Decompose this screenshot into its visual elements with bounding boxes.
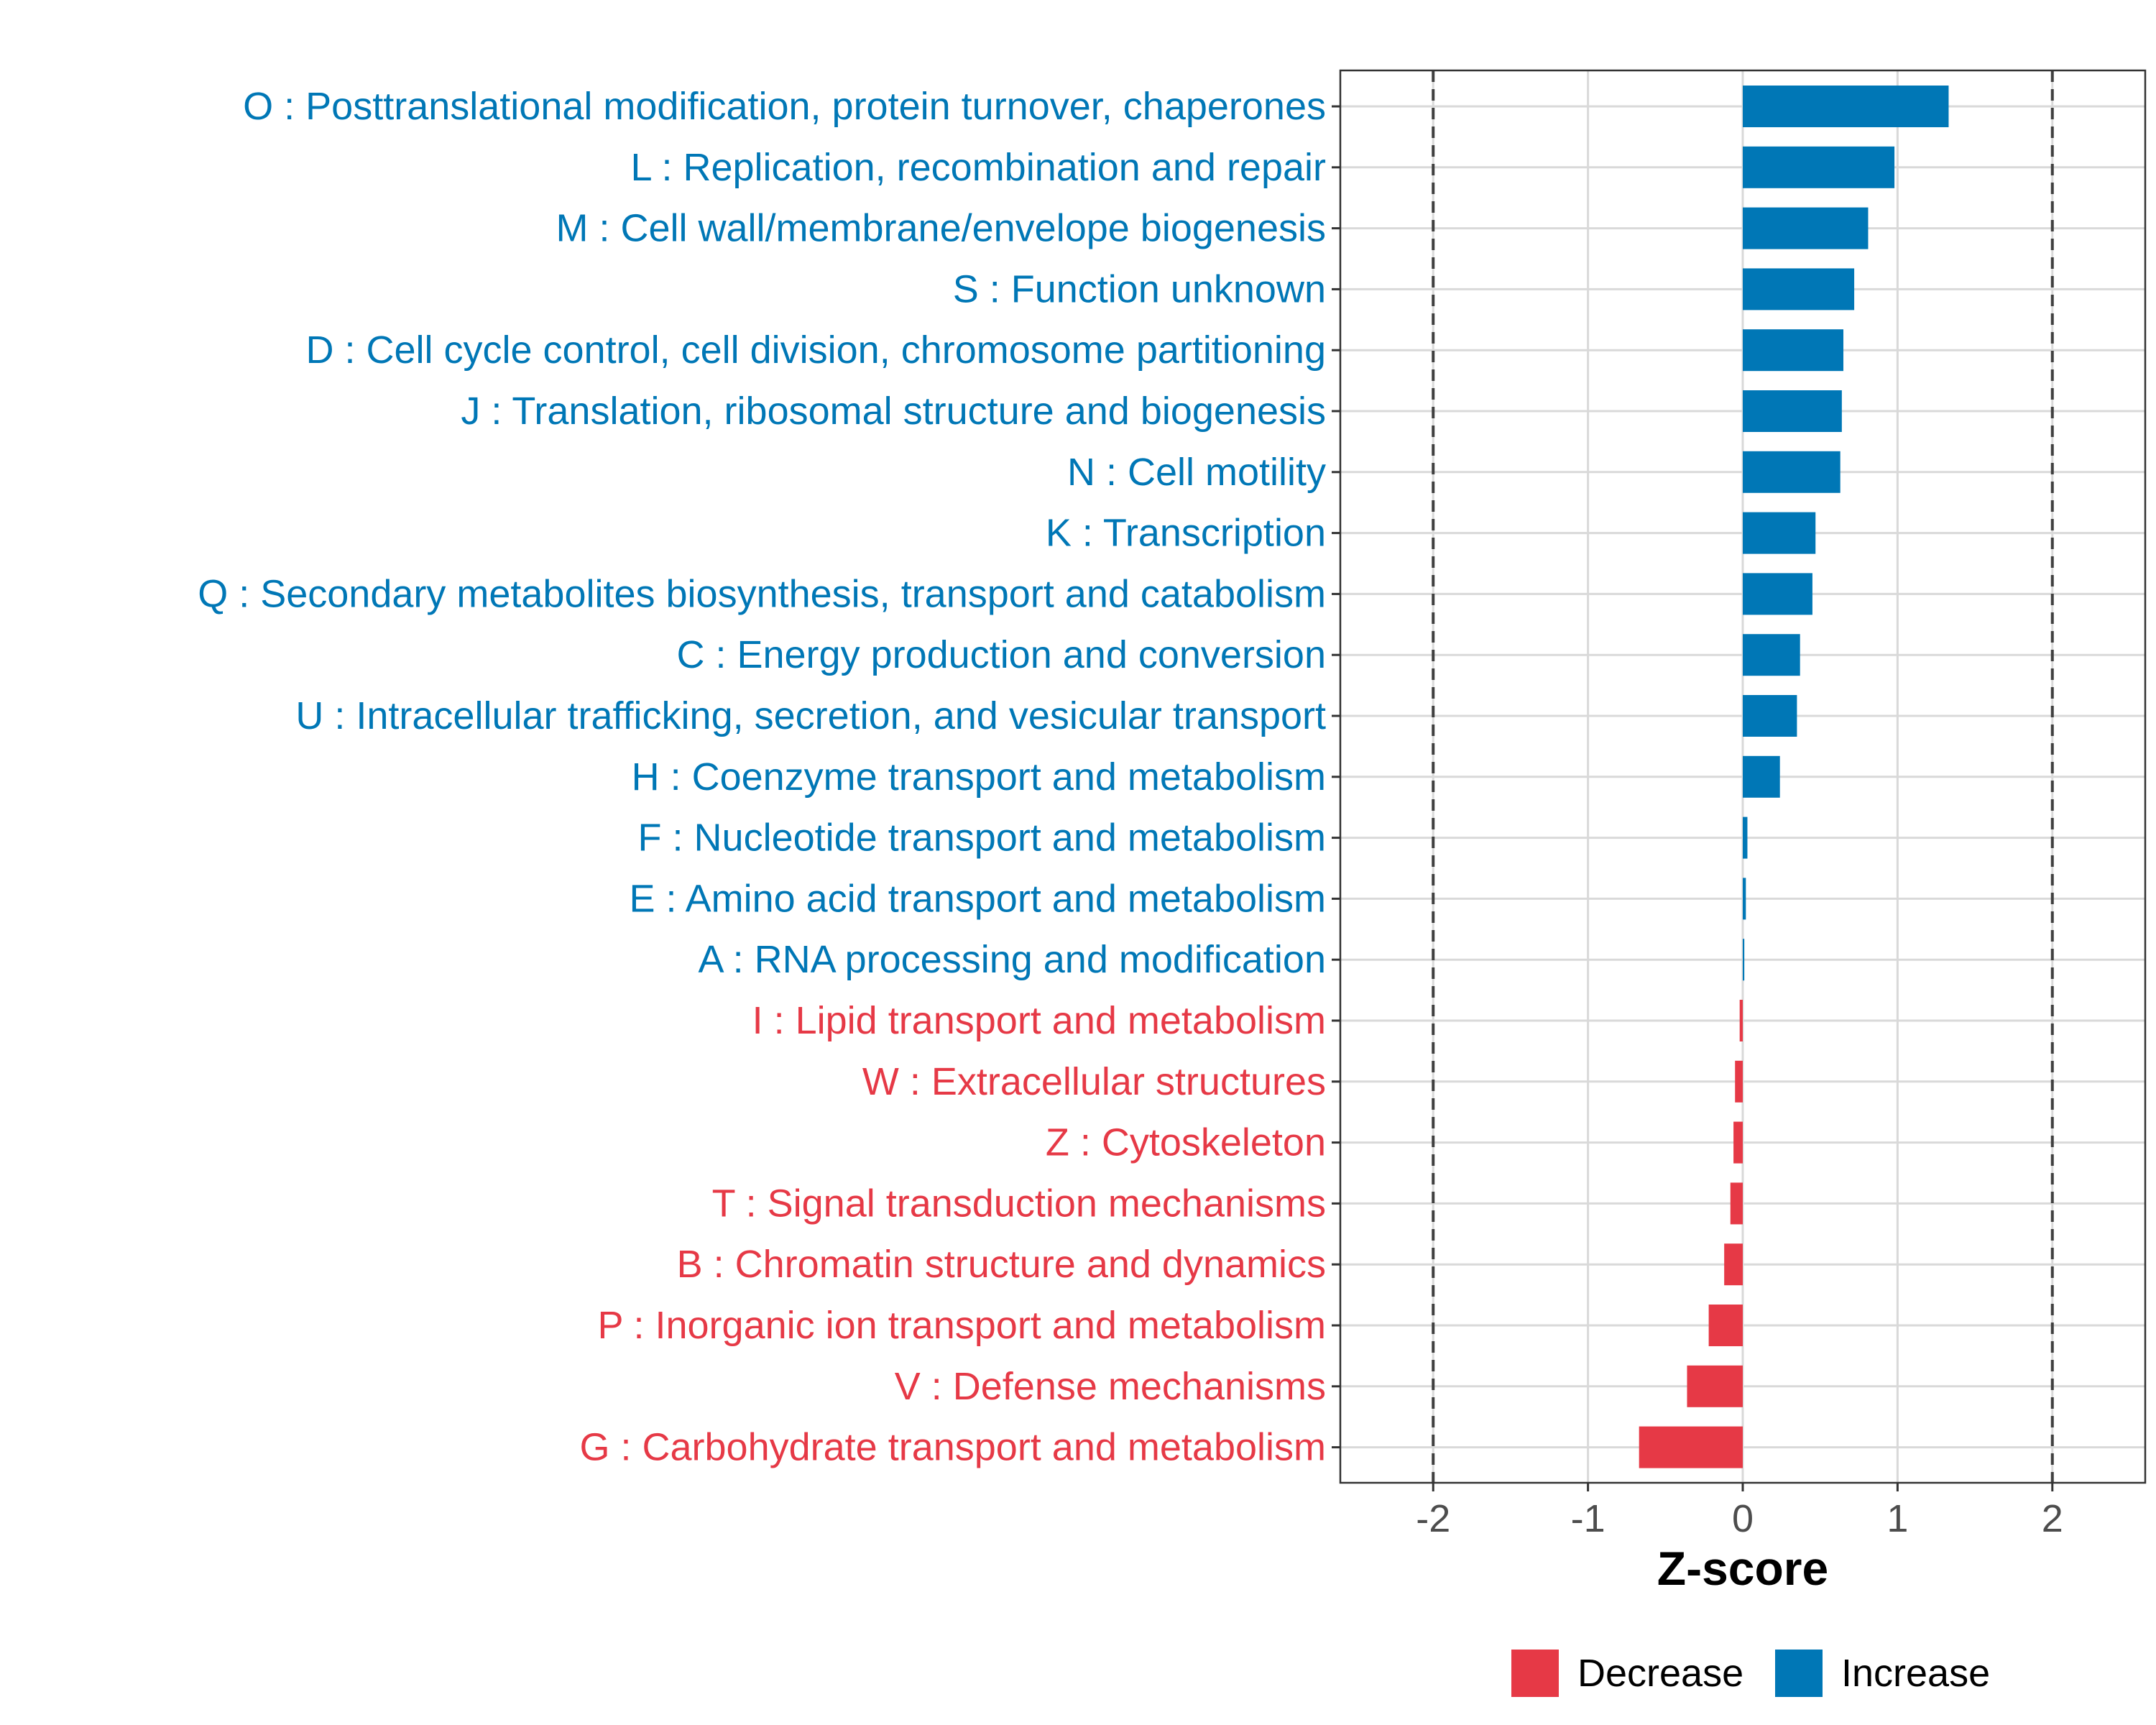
x-tick-label: 0 bbox=[1732, 1497, 1754, 1540]
category-label: B : Chromatin structure and dynamics bbox=[677, 1243, 1326, 1286]
legend: Decrease Increase bbox=[1511, 1650, 1990, 1697]
category-label: Z : Cytoskeleton bbox=[1046, 1121, 1326, 1164]
category-label: A : RNA processing and modification bbox=[699, 938, 1326, 981]
bar bbox=[1735, 1060, 1743, 1103]
category-label: H : Coenzyme transport and metabolism bbox=[632, 755, 1326, 799]
bar bbox=[1743, 512, 1816, 554]
category-label: L : Replication, recombination and repai… bbox=[630, 146, 1326, 189]
bar bbox=[1743, 146, 1895, 188]
bar bbox=[1743, 573, 1812, 615]
category-label: Q : Secondary metabolites biosynthesis, … bbox=[198, 572, 1326, 615]
category-label: W : Extracellular structures bbox=[862, 1060, 1326, 1103]
bar bbox=[1724, 1243, 1743, 1286]
category-label: I : Lipid transport and metabolism bbox=[752, 999, 1326, 1042]
reference-lines bbox=[1432, 70, 2054, 1483]
category-label: C : Energy production and conversion bbox=[676, 633, 1326, 676]
x-tick-label: 2 bbox=[2042, 1497, 2063, 1540]
x-tick-label: 1 bbox=[1886, 1497, 1908, 1540]
legend-swatch-decrease bbox=[1511, 1650, 1559, 1697]
category-label: P : Inorganic ion transport and metaboli… bbox=[597, 1304, 1326, 1347]
y-axis-ticks bbox=[1332, 105, 1340, 1449]
category-label: T : Signal transduction mechanisms bbox=[712, 1182, 1326, 1225]
category-label: V : Defense mechanisms bbox=[895, 1365, 1326, 1408]
category-label: D : Cell cycle control, cell division, c… bbox=[305, 328, 1326, 372]
bar bbox=[1743, 451, 1841, 493]
bar bbox=[1743, 86, 1949, 127]
bar bbox=[1743, 755, 1780, 798]
x-axis-ticks bbox=[1432, 1483, 2054, 1491]
bar bbox=[1743, 207, 1869, 249]
x-tick-label: -2 bbox=[1416, 1497, 1450, 1540]
bar bbox=[1639, 1426, 1743, 1468]
legend-label-decrease: Decrease bbox=[1577, 1652, 1743, 1695]
y-axis-labels: O : Posttranslational modification, prot… bbox=[198, 85, 1326, 1469]
x-axis-labels: -2 -1 0 1 2 bbox=[1416, 1497, 2063, 1540]
category-label: E : Amino acid transport and metabolism bbox=[630, 877, 1326, 920]
category-label: N : Cell motility bbox=[1067, 451, 1326, 494]
legend-label-increase: Increase bbox=[1841, 1652, 1990, 1695]
category-label: S : Function unknown bbox=[953, 267, 1326, 310]
bar bbox=[1743, 268, 1855, 310]
bar bbox=[1743, 634, 1800, 676]
bar bbox=[1730, 1182, 1743, 1225]
bar bbox=[1743, 878, 1746, 920]
bar bbox=[1743, 390, 1842, 432]
bar bbox=[1687, 1365, 1743, 1407]
category-label: M : Cell wall/membrane/envelope biogenes… bbox=[556, 207, 1326, 250]
bar bbox=[1708, 1305, 1743, 1346]
category-label: U : Intracellular trafficking, secretion… bbox=[295, 694, 1326, 737]
x-axis-title: Z-score bbox=[1657, 1542, 1828, 1595]
bar bbox=[1743, 816, 1748, 859]
legend-swatch-increase bbox=[1775, 1650, 1823, 1697]
category-label: K : Transcription bbox=[1046, 512, 1326, 555]
x-tick-label: -1 bbox=[1571, 1497, 1606, 1540]
bar bbox=[1733, 1121, 1743, 1164]
category-label: J : Translation, ribosomal structure and… bbox=[461, 390, 1326, 433]
bar bbox=[1743, 939, 1745, 981]
category-label: F : Nucleotide transport and metabolism bbox=[638, 816, 1326, 860]
bar bbox=[1743, 329, 1843, 372]
category-label: G : Carbohydrate transport and metabolis… bbox=[580, 1426, 1327, 1469]
category-label: O : Posttranslational modification, prot… bbox=[243, 85, 1326, 128]
bars bbox=[1639, 86, 1949, 1468]
bar bbox=[1743, 695, 1797, 737]
bar bbox=[1739, 1000, 1743, 1041]
